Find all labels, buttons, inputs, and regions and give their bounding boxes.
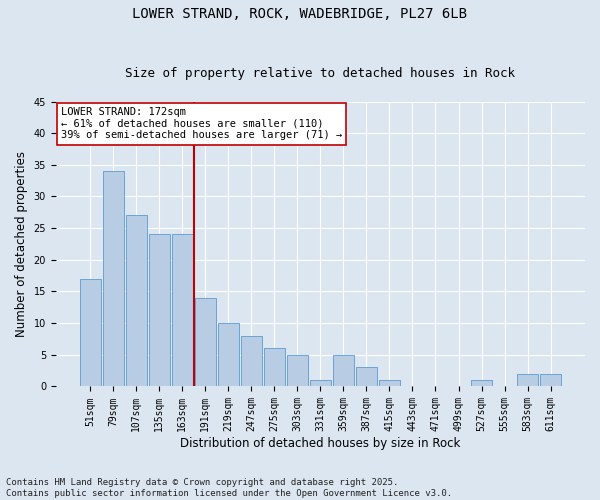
Text: LOWER STRAND: 172sqm
← 61% of detached houses are smaller (110)
39% of semi-deta: LOWER STRAND: 172sqm ← 61% of detached h… [61, 107, 343, 140]
Y-axis label: Number of detached properties: Number of detached properties [15, 151, 28, 337]
Bar [126, 216, 146, 386]
Bar [333, 355, 354, 386]
Text: LOWER STRAND, ROCK, WADEBRIDGE, PL27 6LB: LOWER STRAND, ROCK, WADEBRIDGE, PL27 6LB [133, 8, 467, 22]
X-axis label: Distribution of detached houses by size in Rock: Distribution of detached houses by size … [180, 437, 461, 450]
Text: Contains HM Land Registry data © Crown copyright and database right 2025.
Contai: Contains HM Land Registry data © Crown c… [6, 478, 452, 498]
Bar [517, 374, 538, 386]
Bar [149, 234, 170, 386]
Title: Size of property relative to detached houses in Rock: Size of property relative to detached ho… [125, 66, 515, 80]
Bar [241, 336, 262, 386]
Bar [103, 171, 124, 386]
Bar [195, 298, 215, 386]
Bar [471, 380, 492, 386]
Bar [356, 368, 377, 386]
Bar [80, 279, 101, 386]
Bar [264, 348, 285, 387]
Bar [310, 380, 331, 386]
Bar [540, 374, 561, 386]
Bar [287, 355, 308, 386]
Bar [218, 323, 239, 386]
Bar [379, 380, 400, 386]
Bar [172, 234, 193, 386]
